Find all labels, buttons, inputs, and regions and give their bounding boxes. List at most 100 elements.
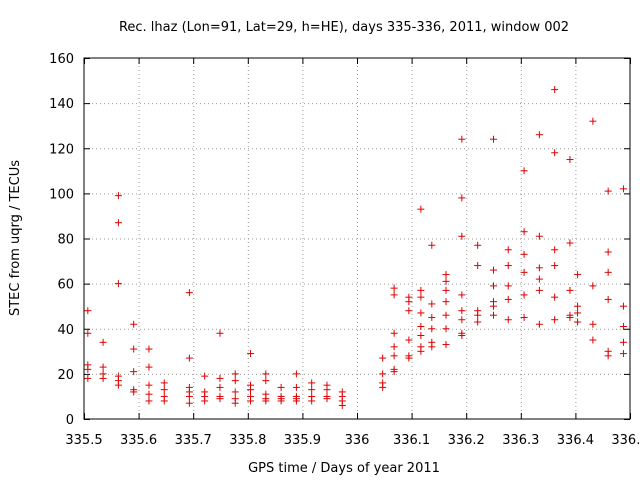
data-point	[262, 377, 270, 385]
data-point	[405, 354, 413, 362]
data-point	[458, 307, 466, 315]
data-point	[417, 332, 425, 340]
data-point	[458, 332, 466, 340]
data-point	[566, 286, 574, 294]
data-point	[535, 232, 543, 240]
y-tick-label: 100	[49, 187, 74, 202]
data-point	[520, 291, 528, 299]
data-point	[379, 383, 387, 391]
data-point	[145, 397, 153, 405]
data-point	[99, 338, 107, 346]
data-point	[574, 271, 582, 279]
data-point	[247, 397, 255, 405]
data-point	[145, 363, 153, 371]
data-point	[390, 368, 398, 376]
data-point	[216, 329, 224, 337]
data-point	[247, 350, 255, 358]
data-point	[292, 370, 300, 378]
data-point	[604, 248, 612, 256]
data-point	[84, 329, 92, 337]
data-point	[247, 386, 255, 394]
data-point	[390, 343, 398, 351]
data-point	[84, 365, 92, 373]
data-point	[417, 347, 425, 355]
data-point	[185, 392, 193, 400]
data-point	[405, 298, 413, 306]
data-point	[535, 286, 543, 294]
data-point	[535, 320, 543, 328]
data-point	[442, 277, 450, 285]
data-point	[292, 383, 300, 391]
data-point	[474, 318, 482, 326]
data-point	[130, 345, 138, 353]
data-point	[535, 131, 543, 139]
data-point	[428, 313, 436, 321]
data-point	[130, 388, 138, 396]
data-point	[566, 239, 574, 247]
data-point	[160, 386, 168, 394]
data-point	[201, 372, 209, 380]
data-point	[442, 298, 450, 306]
data-point	[277, 383, 285, 391]
data-point	[185, 354, 193, 362]
y-tick-label: 120	[49, 142, 74, 157]
data-point	[604, 352, 612, 360]
data-point	[551, 246, 559, 254]
data-point	[428, 300, 436, 308]
x-tick-label: 335.6	[120, 433, 157, 448]
data-point	[589, 320, 597, 328]
data-point	[619, 185, 627, 193]
data-point	[442, 311, 450, 319]
data-point	[145, 390, 153, 398]
y-tick-label: 0	[66, 413, 74, 428]
data-point	[619, 338, 627, 346]
data-point	[551, 149, 559, 157]
data-point	[379, 370, 387, 378]
data-point	[99, 374, 107, 382]
data-point	[574, 318, 582, 326]
data-point	[201, 397, 209, 405]
data-point	[308, 397, 316, 405]
data-point	[185, 289, 193, 297]
data-point	[490, 282, 497, 290]
data-point	[292, 397, 300, 405]
data-point	[504, 295, 512, 303]
data-point	[589, 336, 597, 344]
data-point	[390, 352, 398, 360]
data-point	[114, 280, 122, 288]
data-point	[458, 316, 466, 324]
data-point	[145, 345, 153, 353]
data-point	[442, 286, 450, 294]
data-point	[216, 383, 224, 391]
data-point	[323, 395, 331, 403]
y-tick-label: 160	[49, 52, 74, 67]
data-point	[504, 316, 512, 324]
data-point	[390, 284, 398, 292]
data-point	[574, 309, 582, 317]
data-point	[323, 386, 331, 394]
data-point	[338, 401, 346, 409]
data-point	[99, 363, 107, 371]
data-point	[84, 374, 92, 382]
data-point	[160, 397, 168, 405]
data-point	[262, 397, 270, 405]
data-point	[490, 135, 497, 143]
data-point	[474, 262, 482, 270]
plot-frame	[83, 57, 631, 420]
x-tick-labels: 335.5 335.6 335.7 335.8 335.9 336 336.1 336.2 33…	[65, 433, 640, 448]
data-point	[231, 377, 239, 385]
x-axis-label: GPS time / Days of year 2011	[248, 461, 440, 476]
data-point	[619, 302, 627, 310]
data-point	[535, 275, 543, 283]
grid-lines	[84, 58, 630, 419]
data-point	[231, 370, 239, 378]
data-point	[504, 262, 512, 270]
data-point	[130, 320, 138, 328]
data-point	[458, 291, 466, 299]
data-point	[574, 302, 582, 310]
data-points	[84, 86, 627, 409]
data-point	[520, 167, 528, 175]
data-point	[84, 307, 92, 315]
data-point	[589, 117, 597, 125]
